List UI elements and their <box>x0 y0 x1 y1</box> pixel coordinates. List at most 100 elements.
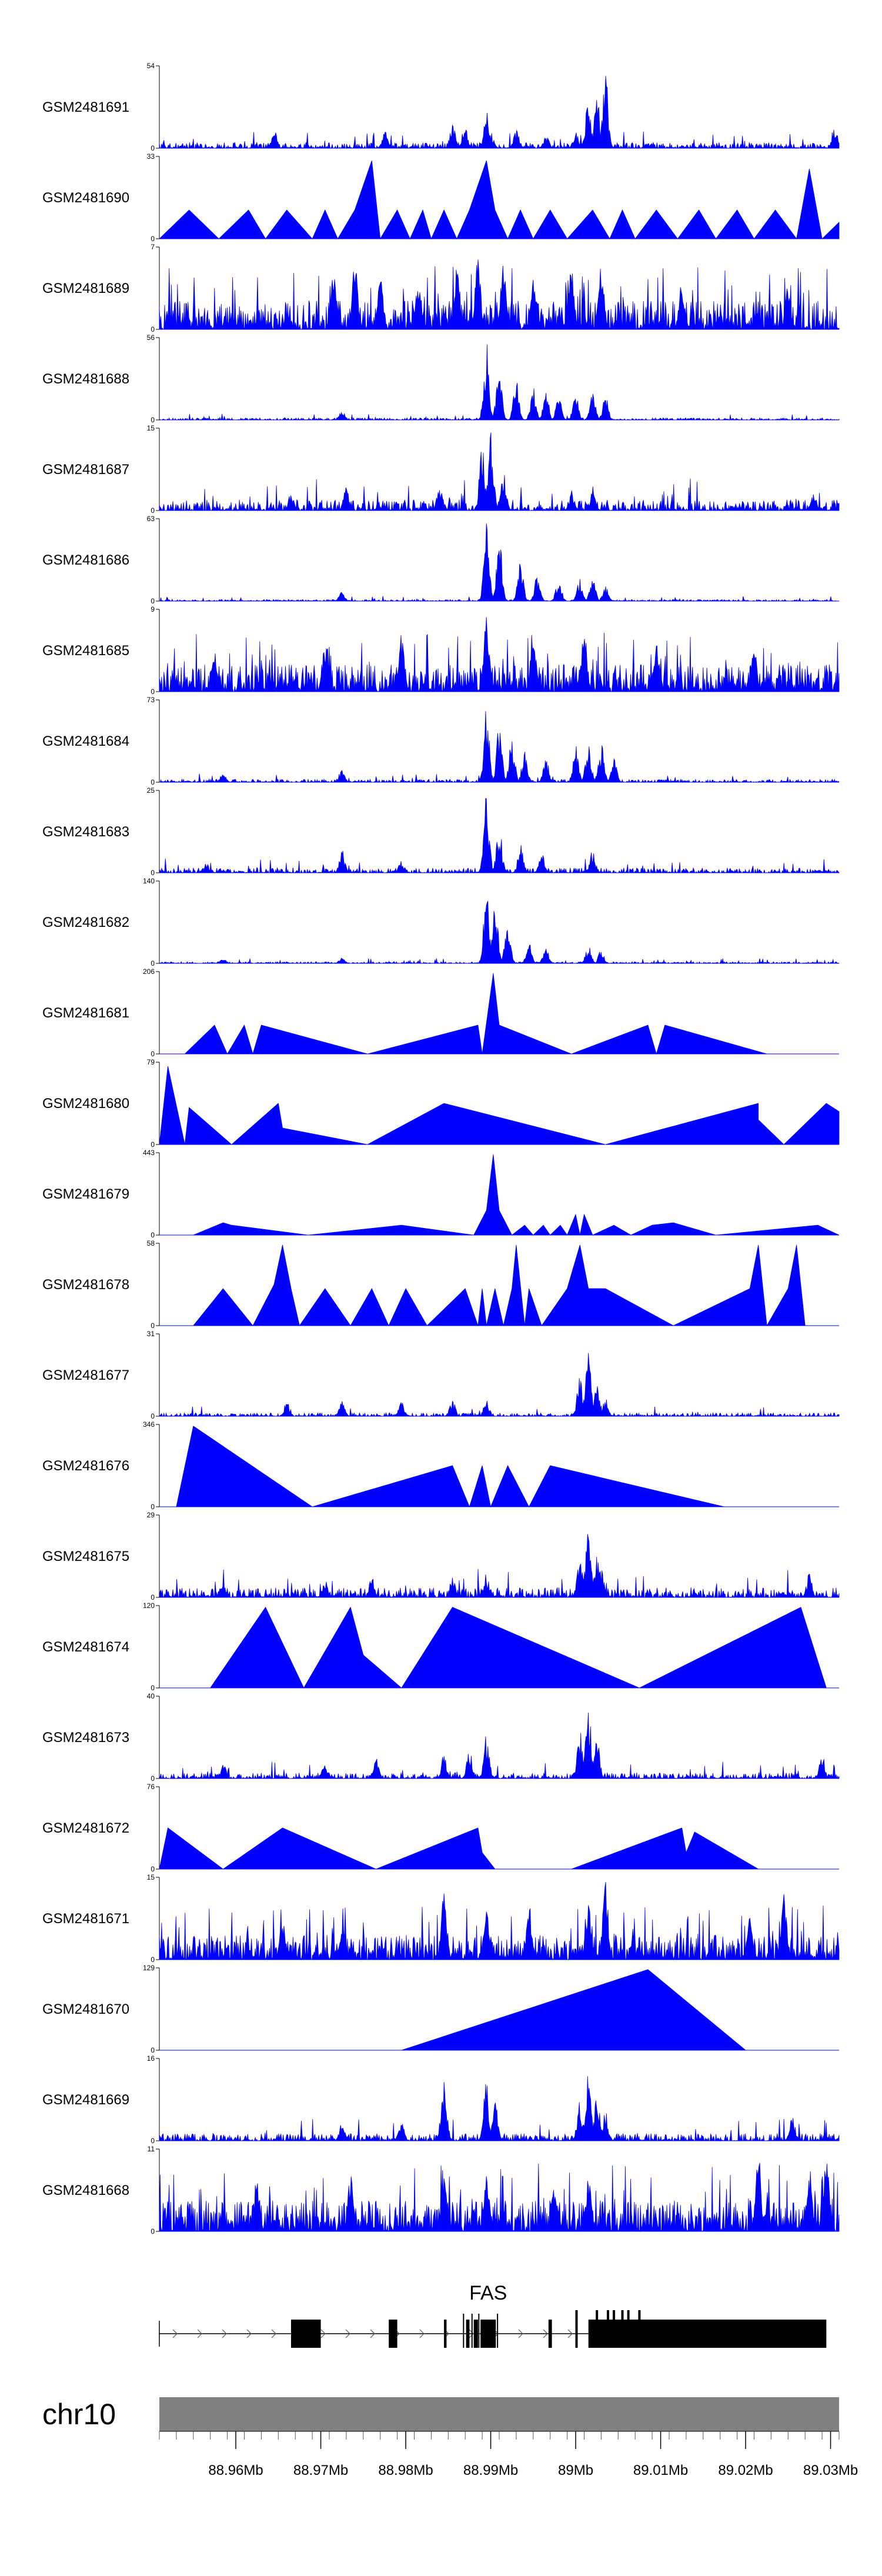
track-label: GSM2481689 <box>42 281 129 296</box>
coverage-area-gsm2481685 <box>159 617 840 693</box>
strand-arrow <box>543 2329 548 2338</box>
track-gsm2481684: GSM2481684 73 0 <box>42 696 840 786</box>
track-label: GSM2481669 <box>42 2092 129 2108</box>
track-gsm2481687: GSM2481687 15 0 <box>42 424 840 515</box>
y-axis-max-label: 54 <box>147 62 155 70</box>
track-gsm2481674: GSM2481674 120 0 <box>42 1601 839 1692</box>
exon-4 <box>466 2320 470 2348</box>
track-gsm2481677: GSM2481677 31 0 <box>42 1330 840 1420</box>
y-axis-min-label: 0 <box>151 1865 155 1873</box>
track-gsm2481688: GSM2481688 56 0 <box>42 333 840 424</box>
coverage-area-gsm2481673 <box>159 1712 840 1780</box>
x-axis-tick-label: 88.96Mb <box>208 2462 263 2478</box>
track-gsm2481691: GSM2481691 54 0 <box>42 62 840 152</box>
track-gsm2481683: GSM2481683 25 0 <box>42 786 840 877</box>
track-gsm2481669: GSM2481669 16 0 <box>42 2054 840 2145</box>
exon-8 <box>588 2320 827 2348</box>
x-axis-tick-label: 89.01Mb <box>633 2462 688 2478</box>
y-axis-min-label: 0 <box>151 597 155 605</box>
track-gsm2481689: GSM2481689 7 0 <box>42 243 840 333</box>
coverage-area-gsm2481670 <box>401 1969 747 2051</box>
coverage-area-gsm2481672 <box>159 1827 760 1870</box>
strand-arrow <box>370 2329 375 2338</box>
coverage-area-gsm2481689 <box>159 259 840 331</box>
y-axis-max-label: 11 <box>148 2145 155 2153</box>
track-label: GSM2481677 <box>42 1367 129 1383</box>
y-axis-max-label: 9 <box>151 605 155 613</box>
coverage-area-gsm2481684 <box>159 711 840 783</box>
coverage-area-gsm2481691 <box>159 76 840 149</box>
y-axis-max-label: 346 <box>143 1420 155 1429</box>
coverage-area-gsm2481671 <box>159 1881 840 1961</box>
y-axis-max-label: 56 <box>147 333 155 342</box>
track-gsm2481673: GSM2481673 40 0 <box>42 1692 840 1783</box>
exon-6 <box>480 2320 496 2348</box>
y-axis-min-label: 0 <box>151 2137 155 2145</box>
y-axis-min-label: 0 <box>151 1503 155 1511</box>
strand-arrow <box>172 2329 178 2338</box>
track-label: GSM2481672 <box>42 1820 129 1836</box>
coverage-area-gsm2481668 <box>159 2163 840 2233</box>
x-axis-tick-label: 88.98Mb <box>378 2462 433 2478</box>
track-gsm2481676: GSM2481676 346 0 <box>42 1420 839 1511</box>
y-axis-min-label: 0 <box>151 1774 155 1783</box>
y-axis-max-label: 79 <box>147 1058 155 1066</box>
track-label: GSM2481685 <box>42 643 129 659</box>
track-gsm2481685: GSM2481685 9 0 <box>42 605 840 696</box>
track-label: GSM2481691 <box>42 99 129 115</box>
track-label: GSM2481674 <box>42 1639 129 1655</box>
track-gsm2481680: GSM2481680 79 0 <box>42 1058 840 1149</box>
coverage-area-gsm2481675 <box>159 1534 840 1599</box>
track-label: GSM2481680 <box>42 1096 129 1112</box>
coverage-area-gsm2481680 <box>159 1066 840 1145</box>
strand-arrow <box>567 2329 573 2338</box>
coverage-area-gsm2481688 <box>159 344 840 421</box>
y-axis-max-label: 7 <box>151 243 155 251</box>
x-axis-tick-label: 88.97Mb <box>293 2462 348 2478</box>
track-gsm2481671: GSM2481671 15 0 <box>42 1873 840 1964</box>
x-axis-tick-label: 89.03Mb <box>803 2462 858 2478</box>
coverage-area-gsm2481669 <box>159 2076 840 2142</box>
track-label: GSM2481678 <box>42 1277 129 1293</box>
track-label: GSM2481668 <box>42 2183 129 2198</box>
strand-arrow <box>271 2329 276 2338</box>
y-axis-min-label: 0 <box>151 1140 155 1149</box>
coverage-area-gsm2481681 <box>184 973 767 1055</box>
coverage-area-gsm2481677 <box>159 1353 840 1417</box>
exon-2 <box>389 2320 397 2348</box>
y-axis-min-label: 0 <box>151 1684 155 1692</box>
track-label: GSM2481686 <box>42 552 129 568</box>
exon-5 <box>473 2320 478 2348</box>
track-label: GSM2481673 <box>42 1730 129 1746</box>
y-axis-max-label: 76 <box>147 1783 155 1791</box>
track-gsm2481679: GSM2481679 443 0 <box>42 1149 840 1239</box>
gene-annotation-track: FAS <box>159 2282 827 2348</box>
y-axis-max-label: 443 <box>143 1149 155 1157</box>
strand-arrow <box>246 2329 252 2338</box>
track-label: GSM2481676 <box>42 1458 129 1474</box>
y-axis-max-label: 58 <box>147 1239 155 1247</box>
coverage-area-gsm2481682 <box>158 900 840 965</box>
strand-arrow <box>419 2329 425 2338</box>
chromosome-label: chr10 <box>42 2398 116 2431</box>
y-axis-min-label: 0 <box>151 959 155 967</box>
exon-3 <box>444 2320 447 2348</box>
track-label: GSM2481679 <box>42 1186 129 1202</box>
y-axis-min-label: 0 <box>151 2227 155 2235</box>
track-label: GSM2481682 <box>42 915 129 930</box>
y-axis-min-label: 0 <box>151 506 155 515</box>
exon-7 <box>548 2320 552 2348</box>
coverage-area-gsm2481679 <box>193 1154 840 1236</box>
y-axis-min-label: 0 <box>151 2046 155 2054</box>
y-axis-min-label: 0 <box>151 325 155 333</box>
y-axis-min-label: 0 <box>151 1322 155 1330</box>
track-label: GSM2481683 <box>42 824 129 840</box>
coverage-area-gsm2481674 <box>209 1606 827 1689</box>
y-axis-max-label: 25 <box>147 786 155 795</box>
y-axis-max-label: 16 <box>147 2054 155 2063</box>
chromosome-axis-track: chr10 88.96Mb 88.97Mb 88.98Mb 88.99Mb 89Mb 89.… <box>42 2397 858 2478</box>
y-axis-max-label: 120 <box>143 1601 155 1610</box>
coverage-area-gsm2481683 <box>159 798 840 874</box>
track-gsm2481690: GSM2481690 33 0 <box>42 152 840 243</box>
